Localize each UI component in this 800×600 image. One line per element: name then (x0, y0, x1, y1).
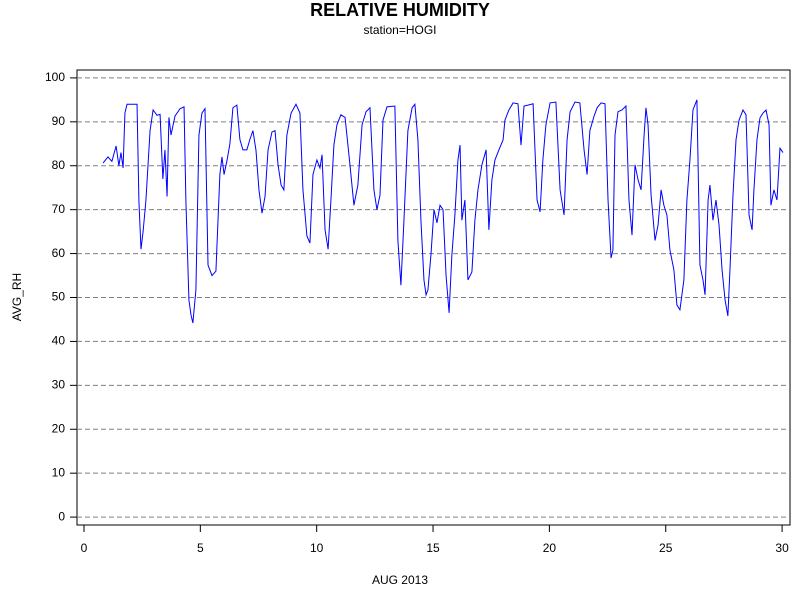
y-tick-label: 100 (45, 70, 65, 84)
x-tick-label: 0 (81, 541, 88, 555)
y-tick-label: 80 (52, 158, 66, 172)
chart-title: RELATIVE HUMIDITY (310, 0, 490, 20)
y-tick-label: 30 (52, 378, 66, 392)
chart-subtitle: station=HOGI (363, 23, 436, 37)
y-tick-label: 60 (52, 246, 66, 260)
x-tick-label: 5 (197, 541, 204, 555)
y-tick-label: 0 (58, 509, 65, 523)
y-tick-label: 10 (52, 465, 66, 479)
x-tick-label: 25 (659, 541, 673, 555)
y-axis-label: AVG_RH (10, 273, 24, 321)
x-axis-label: AUG 2013 (372, 573, 428, 587)
y-tick-label: 40 (52, 334, 66, 348)
x-tick-label: 15 (426, 541, 440, 555)
y-tick-label: 50 (52, 290, 66, 304)
x-tick-label: 10 (310, 541, 324, 555)
x-tick-label: 30 (775, 541, 789, 555)
y-tick-label: 90 (52, 114, 66, 128)
x-tick-label: 20 (543, 541, 557, 555)
y-tick-label: 70 (52, 202, 66, 216)
y-tick-label: 20 (52, 421, 66, 435)
data-line (102, 99, 784, 324)
